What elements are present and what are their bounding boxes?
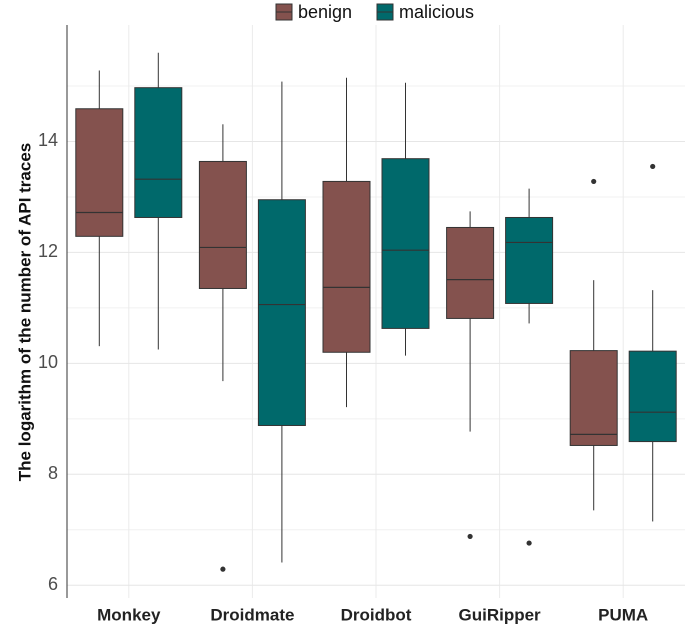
outlier (650, 163, 656, 170)
x-tick-label: Monkey (97, 605, 161, 624)
outlier (467, 533, 473, 540)
y-tick-label: 8 (48, 463, 58, 483)
outlier (591, 178, 597, 185)
box (322, 180, 371, 353)
box (381, 158, 430, 329)
box (569, 350, 618, 446)
box (134, 87, 183, 218)
y-tick-label: 10 (38, 352, 58, 372)
outlier (526, 540, 532, 546)
y-tick-label: 14 (38, 130, 58, 150)
outlier (220, 566, 226, 572)
y-tick-label: 6 (48, 574, 58, 594)
box (505, 216, 554, 304)
y-tick-label: 12 (38, 241, 58, 261)
x-tick-label: Droidbot (341, 605, 412, 624)
box (75, 108, 124, 237)
x-tick-label: Droidmate (210, 605, 294, 624)
legend-label: benign (298, 2, 352, 22)
y-axis-label: The logarithm of the number of API trace… (15, 143, 34, 481)
box (446, 226, 495, 319)
x-tick-label: GuiRipper (459, 605, 542, 624)
x-tick-label: PUMA (598, 605, 648, 624)
box (257, 199, 306, 426)
box (628, 350, 677, 443)
legend-label: malicious (399, 2, 474, 22)
box (198, 160, 247, 289)
